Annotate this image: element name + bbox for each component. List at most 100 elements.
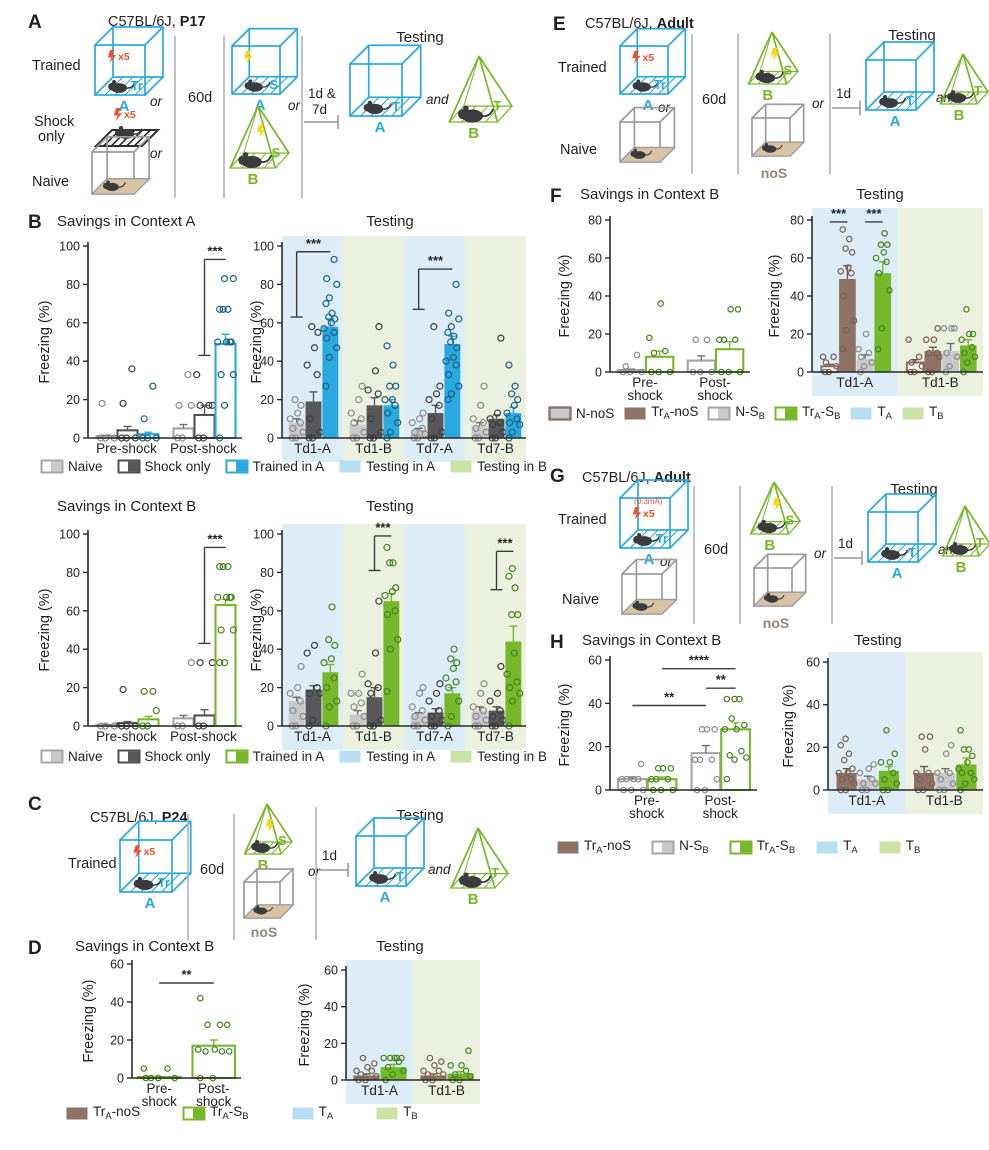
legend-label: Testing in A bbox=[366, 749, 436, 764]
chart-savings-context-b-adult: 0 20 40 60 80 Freezing (%) Pre-shock Post-shock bbox=[556, 206, 754, 413]
data-point bbox=[398, 1054, 405, 1062]
data-point bbox=[445, 684, 453, 692]
data-point bbox=[845, 264, 852, 271]
data-point bbox=[934, 325, 941, 332]
panel-label-f: F bbox=[550, 186, 562, 207]
mouse-icon bbox=[108, 80, 136, 93]
data-point bbox=[822, 359, 830, 366]
data-point bbox=[306, 415, 314, 423]
test-a-cube: TA bbox=[865, 41, 935, 130]
y-tick-label: 20 bbox=[790, 328, 804, 342]
y-tick-label: 0 bbox=[267, 720, 274, 734]
legend-label: Shock only bbox=[144, 749, 211, 764]
data-point bbox=[371, 649, 380, 657]
y-axis-label: Freezing (%) bbox=[557, 255, 573, 338]
data-point bbox=[734, 306, 742, 313]
data-point bbox=[320, 324, 328, 333]
bar-trained-in-a-1 bbox=[383, 405, 400, 438]
legend-label: TrA-SB bbox=[801, 404, 841, 422]
data-point bbox=[845, 235, 853, 243]
data-point bbox=[357, 1071, 365, 1078]
bar-shock-only-0 bbox=[116, 429, 139, 440]
data-point bbox=[633, 351, 641, 359]
label: or bbox=[660, 554, 673, 569]
y-tick-label: 40 bbox=[588, 290, 602, 304]
mouse-icon bbox=[369, 871, 397, 884]
data-point bbox=[424, 1071, 432, 1078]
data-point bbox=[408, 419, 416, 427]
y-tick-label: 60 bbox=[324, 964, 338, 978]
data-point bbox=[216, 563, 224, 571]
bar-tra-sb-0 bbox=[646, 778, 678, 792]
legend-label: Trained in A bbox=[252, 459, 325, 474]
panel-label-b: B bbox=[28, 212, 42, 233]
y-tick-label: 60 bbox=[588, 252, 602, 266]
data-point bbox=[480, 680, 488, 688]
data-point bbox=[328, 603, 336, 611]
panel-label-d: D bbox=[28, 938, 42, 959]
data-point bbox=[208, 659, 216, 667]
no-shock-cube bbox=[750, 103, 805, 157]
no-shock-cube bbox=[752, 553, 807, 607]
data-point bbox=[486, 697, 494, 705]
data-point bbox=[918, 733, 925, 740]
data-point bbox=[220, 275, 229, 283]
x-category-label: Td1-B bbox=[355, 441, 392, 456]
data-point bbox=[723, 775, 731, 783]
data-point bbox=[968, 752, 976, 760]
legend-label: TA bbox=[877, 404, 893, 422]
chart-f1-svg: 0 20 40 60 80 Freezing (%) Pre-shock Post-shock bbox=[557, 214, 750, 403]
legend-swatch-solid bbox=[66, 1107, 88, 1119]
data-point bbox=[389, 1071, 396, 1078]
data-point bbox=[426, 1054, 434, 1062]
y-tick-label: 20 bbox=[260, 681, 274, 695]
naive-cube bbox=[620, 558, 678, 615]
chart-b1s-svg: 0 20 40 60 80 100 Freezing (%) Pre-shock Post-sh… bbox=[37, 240, 242, 456]
x-category-label: Td7-B bbox=[477, 729, 514, 744]
legend-label: N-SB bbox=[735, 404, 765, 422]
data-point bbox=[383, 687, 391, 696]
lightning-bolt-icon bbox=[772, 497, 782, 511]
data-point bbox=[327, 655, 335, 663]
data-point bbox=[330, 674, 338, 682]
delay-60d: 60d bbox=[200, 862, 224, 878]
data-point bbox=[388, 396, 396, 404]
data-point bbox=[452, 678, 460, 686]
y-tick-label: 0 bbox=[73, 720, 80, 734]
test-a-cube: TA bbox=[355, 817, 425, 906]
y-tick-label: 0 bbox=[797, 366, 804, 380]
y-tick-label: 40 bbox=[66, 355, 80, 369]
data-point bbox=[98, 399, 106, 408]
data-point bbox=[367, 689, 375, 697]
label: Shock bbox=[34, 114, 75, 130]
bar-shock-only-0 bbox=[305, 401, 322, 438]
trained-context-a-cube: x5 TrA bbox=[619, 27, 687, 114]
y-axis-label: Freezing (%) bbox=[249, 589, 265, 672]
data-point bbox=[733, 726, 740, 733]
bar-naive-3 bbox=[471, 426, 488, 438]
legend-swatch-band bbox=[850, 407, 872, 419]
data-point bbox=[692, 336, 700, 344]
data-point bbox=[204, 1021, 211, 1029]
data-point bbox=[314, 328, 322, 337]
bar-shock-only-1 bbox=[366, 697, 383, 726]
data-point bbox=[294, 684, 302, 692]
data-point bbox=[450, 332, 458, 340]
context-label: A bbox=[375, 119, 386, 136]
data-point bbox=[835, 769, 843, 777]
naive-cube bbox=[618, 106, 676, 163]
data-point bbox=[964, 758, 971, 766]
data-point bbox=[450, 645, 458, 653]
significance-stars: **** bbox=[689, 653, 710, 668]
data-point bbox=[392, 584, 400, 592]
data-point bbox=[508, 428, 516, 436]
data-point bbox=[969, 330, 977, 338]
significance-stars: ** bbox=[716, 672, 727, 687]
chart-b2t-svg: 0 20 40 60 80 100 Freezing (%) Td1-A Td1-B Td7-A T… bbox=[249, 520, 526, 750]
x-category-label: Pre-shock bbox=[96, 729, 157, 744]
data-point bbox=[881, 776, 888, 783]
x-category-label: Td7-A bbox=[416, 729, 453, 744]
legend-item: TrA-noS bbox=[65, 1104, 140, 1122]
data-point bbox=[289, 424, 297, 432]
data-point bbox=[842, 735, 849, 743]
